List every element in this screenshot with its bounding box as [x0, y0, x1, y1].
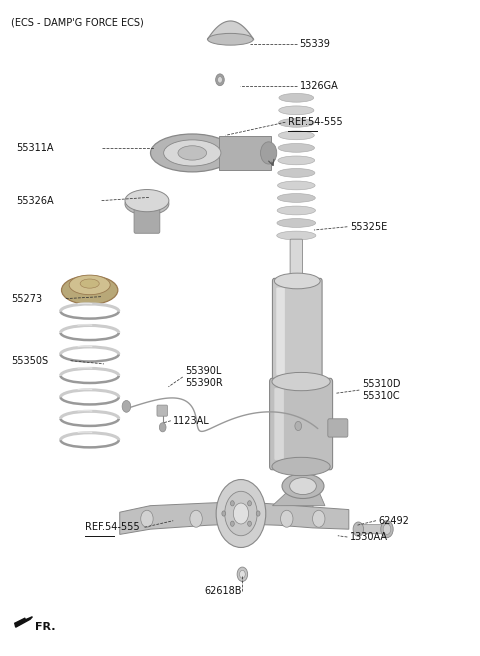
Text: 62492: 62492: [378, 516, 409, 525]
Ellipse shape: [272, 373, 330, 391]
Text: 55390L
55390R: 55390L 55390R: [185, 366, 223, 388]
Circle shape: [233, 503, 249, 524]
Ellipse shape: [272, 457, 330, 476]
Ellipse shape: [164, 140, 221, 166]
Text: FR.: FR.: [35, 621, 55, 632]
Circle shape: [122, 401, 131, 412]
Circle shape: [216, 74, 224, 86]
Text: 62618B: 62618B: [204, 586, 242, 596]
Ellipse shape: [278, 144, 314, 152]
Ellipse shape: [151, 134, 234, 172]
Circle shape: [216, 480, 266, 548]
Ellipse shape: [275, 273, 320, 289]
Ellipse shape: [278, 119, 314, 127]
FancyBboxPatch shape: [293, 482, 313, 513]
FancyBboxPatch shape: [273, 278, 322, 384]
Circle shape: [353, 522, 364, 537]
Circle shape: [240, 570, 245, 578]
Text: (ECS - DAMP'G FORCE ECS): (ECS - DAMP'G FORCE ECS): [11, 18, 144, 28]
Circle shape: [256, 511, 260, 516]
Text: 55350S: 55350S: [11, 356, 48, 365]
Ellipse shape: [278, 169, 315, 177]
FancyBboxPatch shape: [157, 405, 168, 416]
Ellipse shape: [61, 276, 118, 304]
FancyBboxPatch shape: [275, 388, 284, 460]
Ellipse shape: [277, 194, 315, 202]
Text: 55325E: 55325E: [350, 222, 387, 232]
Ellipse shape: [69, 275, 110, 295]
Circle shape: [381, 521, 393, 538]
Ellipse shape: [289, 478, 316, 495]
Circle shape: [248, 501, 252, 506]
Text: REF.54-555: REF.54-555: [288, 117, 342, 127]
Text: 55339: 55339: [300, 39, 331, 49]
Text: 1123AL: 1123AL: [173, 416, 210, 426]
Polygon shape: [15, 617, 33, 627]
Ellipse shape: [277, 181, 315, 190]
Circle shape: [159, 422, 166, 432]
Text: 1326GA: 1326GA: [300, 81, 338, 91]
Polygon shape: [120, 502, 349, 535]
Circle shape: [190, 510, 202, 527]
Ellipse shape: [277, 218, 316, 228]
Ellipse shape: [275, 374, 320, 390]
Circle shape: [295, 421, 301, 430]
FancyBboxPatch shape: [276, 287, 285, 375]
Ellipse shape: [278, 131, 314, 140]
Circle shape: [281, 510, 293, 527]
Circle shape: [230, 501, 234, 506]
Circle shape: [230, 521, 234, 526]
Ellipse shape: [125, 193, 169, 215]
Ellipse shape: [207, 33, 253, 45]
Ellipse shape: [178, 146, 206, 160]
Ellipse shape: [277, 231, 316, 240]
Circle shape: [222, 511, 226, 516]
Circle shape: [217, 77, 222, 83]
Ellipse shape: [279, 93, 314, 102]
Text: REF.54-555: REF.54-555: [85, 522, 140, 532]
Circle shape: [261, 142, 277, 164]
Circle shape: [141, 510, 153, 527]
FancyBboxPatch shape: [362, 525, 387, 534]
Text: 55311A: 55311A: [16, 144, 53, 154]
Ellipse shape: [279, 106, 314, 115]
Circle shape: [248, 521, 252, 526]
FancyBboxPatch shape: [270, 379, 333, 470]
Circle shape: [312, 510, 325, 527]
Polygon shape: [273, 483, 325, 506]
Circle shape: [237, 567, 248, 581]
Text: 1330AA: 1330AA: [350, 532, 388, 542]
Ellipse shape: [125, 190, 169, 212]
Text: 55310D
55310C: 55310D 55310C: [362, 379, 400, 401]
Text: 55273: 55273: [11, 294, 42, 304]
Text: 55326A: 55326A: [16, 195, 53, 205]
FancyBboxPatch shape: [290, 239, 302, 282]
FancyBboxPatch shape: [134, 198, 160, 234]
Ellipse shape: [80, 279, 99, 288]
Circle shape: [225, 491, 257, 536]
Ellipse shape: [282, 474, 324, 499]
FancyBboxPatch shape: [328, 419, 348, 437]
Circle shape: [383, 524, 391, 535]
Ellipse shape: [278, 156, 315, 165]
Polygon shape: [218, 136, 271, 170]
Ellipse shape: [277, 206, 315, 215]
